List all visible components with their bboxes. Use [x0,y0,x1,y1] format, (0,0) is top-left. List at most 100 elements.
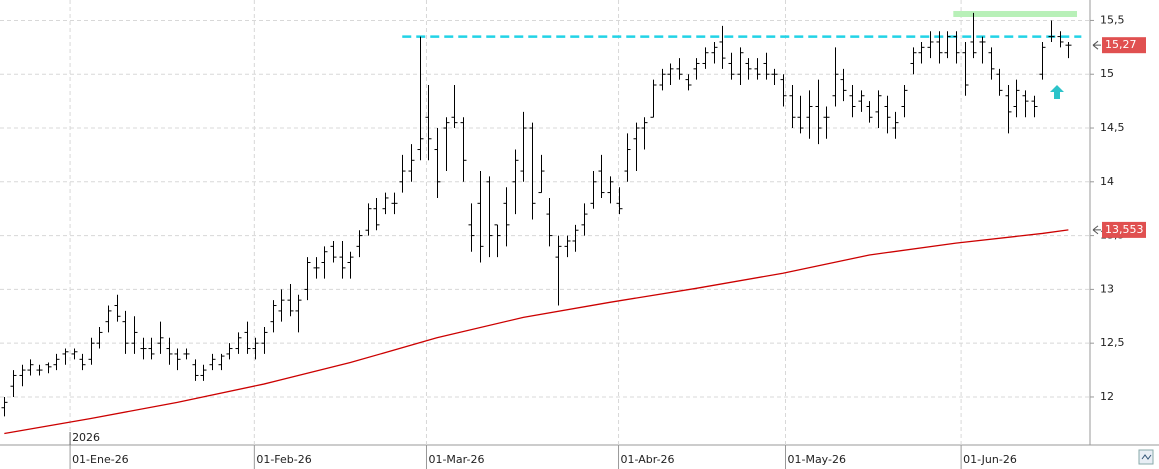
ohlc-bar [745,58,752,80]
ohlc-bar [598,154,605,198]
ohlc-bar [1048,20,1055,42]
ohlc-bar [218,353,225,371]
ohlc-bar [105,305,112,333]
ohlc-bar [10,370,17,397]
ohlc-bar [667,63,674,85]
ohlc-bar [823,106,830,139]
ohlc-bar [62,348,69,365]
ohlc-bar [494,224,501,258]
ohlc-bar [321,246,328,279]
ohlc-bar [45,362,52,374]
scale-icon [1141,454,1152,460]
ohlc-bar [304,257,311,301]
y-tick-label: 15,5 [1100,13,1125,26]
x-tick-label: 01-Abr-26 [621,453,675,466]
ohlc-bar [1065,41,1072,59]
ohlc-bar [399,154,406,193]
ohlc-bar [988,47,995,80]
ohlc-bar [979,36,986,64]
ohlc-bar [148,337,155,360]
ohlc-bar [270,300,277,333]
ohlc-bar [763,52,770,80]
ohlc-bar [659,68,666,91]
ohlc-bar [538,154,545,194]
price-label: 13,553 [1105,223,1144,236]
ohlc-bar [468,203,475,252]
ohlc-bar [840,68,847,102]
ohlc-bar [771,68,778,85]
ohlc-bar [728,52,735,80]
year-label: 2026 [72,431,100,444]
ohlc-bar [166,337,173,365]
ohlc-bar [114,294,121,322]
ohlc-bar [295,294,302,333]
ohlc-bar [88,337,95,365]
ohlc-bar [944,31,951,59]
ohlc-bar [417,36,424,161]
ohlc-bar [815,79,822,145]
x-tick-label: 01-May-26 [787,453,845,466]
ohlc-bar [849,84,856,118]
ohlc-bar [581,203,588,236]
ohlc-bar [650,79,657,118]
y-tick-label: 13 [1100,282,1114,295]
ohlc-bar [226,343,233,360]
ohlc-bar [832,47,839,107]
ohlc-bar [927,31,934,59]
price-label-box [1102,221,1146,238]
ohlc-bar [546,197,553,247]
ohlc-bar [19,364,26,387]
y-tick-label: 14 [1100,175,1114,188]
ohlc-bar [192,359,199,381]
ohlc-bar [79,353,86,371]
ohlc-bar [1022,90,1029,118]
ohlc-bar [693,58,700,80]
ohlc-bar [330,240,337,263]
ohlc-bar [174,348,181,371]
ohlc-bar [1005,84,1012,134]
y-tick-label: 12 [1100,390,1114,403]
ohlc-bar [953,31,960,64]
ohlc-bar [806,90,813,139]
ohlc-bar [278,289,285,322]
ohlc-bar [555,235,562,306]
ohlc-bar [486,176,493,258]
y-tick-label: 12,5 [1100,336,1125,349]
ohlc-bar [590,171,597,209]
ohlc-bar [140,337,147,360]
ohlc-bar [235,332,242,354]
ohlc-bar [252,337,259,360]
x-tick-label: 01-Ene-26 [72,453,129,466]
ohlc-bar [1013,79,1020,118]
ohlc-bar [616,187,623,215]
ohlc-bar [702,47,709,69]
ohlc-bar [183,348,190,360]
x-tick-label: 01-Feb-26 [256,453,311,466]
ohlc-bar [962,41,969,96]
ohlc-bar [356,230,363,258]
x-tick-label: 01-Mar-26 [428,453,484,466]
ohlc-bar [676,58,683,80]
ohlc-bar [797,95,804,134]
ohlc-bar [572,224,579,252]
ohlc-bar [875,90,882,129]
ohlc-bar [996,68,1003,96]
ohlc-bar [607,176,614,204]
ohlc-bar [866,101,873,123]
ohlc-bar [425,84,432,161]
ohlc-bar [408,144,415,182]
moving-average-line [4,229,1069,435]
ohlc-bar [261,327,268,354]
ohlc-bar [780,74,787,107]
ohlc-bar [287,284,294,317]
ohlc-bar [131,316,138,354]
ohlc-bar [901,84,908,118]
ohlc-bar [1031,95,1038,118]
highlight-band [953,10,1078,17]
ohlc-bar [1057,31,1064,48]
ohlc-bar [443,117,450,172]
ohlc-bar [641,117,648,150]
ohlc-bar [36,364,43,376]
